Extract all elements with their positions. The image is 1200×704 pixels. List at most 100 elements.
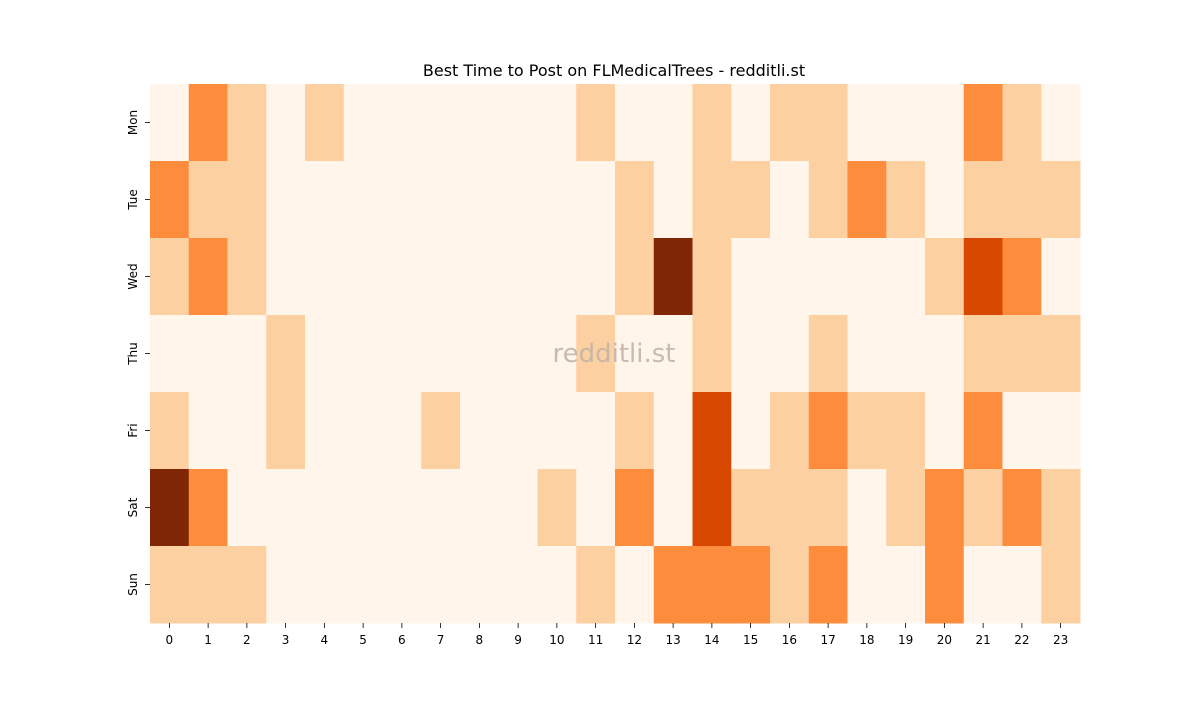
heatmap-cell-sat-12 — [615, 469, 655, 547]
heatmap-cell-fri-20 — [925, 392, 965, 470]
heatmap-cell-mon-3 — [266, 84, 306, 162]
heatmap-cell-thu-21 — [963, 315, 1003, 393]
heatmap-cell-fri-4 — [305, 392, 345, 470]
heatmap-cell-mon-23 — [1041, 84, 1081, 162]
heatmap-cell-sun-19 — [886, 546, 926, 624]
heatmap-cell-wed-17 — [808, 238, 848, 316]
heatmap-cell-wed-2 — [227, 238, 267, 316]
heatmap-cell-wed-6 — [382, 238, 422, 316]
heatmap-cell-tue-2 — [227, 161, 267, 239]
x-tick-label-21: 21 — [975, 633, 990, 647]
heatmap-cell-mon-5 — [343, 84, 383, 162]
heatmap-cell-tue-7 — [421, 161, 461, 239]
heatmap-cell-thu-7 — [421, 315, 461, 393]
heatmap-cell-sat-10 — [537, 469, 577, 547]
heatmap-cell-tue-8 — [460, 161, 500, 239]
heatmap-cell-mon-15 — [731, 84, 771, 162]
heatmap-cell-wed-16 — [770, 238, 810, 316]
heatmap-cell-thu-14 — [692, 315, 732, 393]
heatmap-cell-tue-1 — [188, 161, 228, 239]
heatmap-cell-tue-10 — [537, 161, 577, 239]
heatmap-cell-wed-1 — [188, 238, 228, 316]
x-tick-label-18: 18 — [859, 633, 874, 647]
heatmap-cell-sat-9 — [498, 469, 538, 547]
heatmap-cell-thu-13 — [653, 315, 693, 393]
heatmap-cell-thu-0 — [150, 315, 190, 393]
x-tick-label-3: 3 — [282, 633, 290, 647]
heatmap-cell-sat-20 — [925, 469, 965, 547]
heatmap-cell-wed-10 — [537, 238, 577, 316]
heatmap-cell-sun-15 — [731, 546, 771, 624]
heatmap-cell-wed-12 — [615, 238, 655, 316]
heatmap-cell-mon-8 — [460, 84, 500, 162]
y-tick-label-sun: Sun — [126, 573, 140, 596]
heatmap-cell-fri-14 — [692, 392, 732, 470]
heatmap-cell-mon-12 — [615, 84, 655, 162]
heatmap-cell-mon-19 — [886, 84, 926, 162]
heatmap-cell-sat-7 — [421, 469, 461, 547]
heatmap-cell-tue-6 — [382, 161, 422, 239]
heatmap-cell-mon-20 — [925, 84, 965, 162]
heatmap-cell-wed-11 — [576, 238, 616, 316]
heatmap-cell-fri-3 — [266, 392, 306, 470]
heatmap-cell-sat-15 — [731, 469, 771, 547]
heatmap-cell-wed-15 — [731, 238, 771, 316]
heatmap-cell-wed-7 — [421, 238, 461, 316]
heatmap-cell-sat-18 — [847, 469, 887, 547]
heatmap-cell-mon-4 — [305, 84, 345, 162]
heatmap-cell-sat-2 — [227, 469, 267, 547]
heatmap-cell-thu-10 — [537, 315, 577, 393]
heatmap-cell-wed-19 — [886, 238, 926, 316]
heatmap-cell-thu-23 — [1041, 315, 1081, 393]
x-tick-label-15: 15 — [743, 633, 758, 647]
heatmap-cell-wed-18 — [847, 238, 887, 316]
heatmap-cell-wed-4 — [305, 238, 345, 316]
heatmap-cell-tue-20 — [925, 161, 965, 239]
y-tick-label-mon: Mon — [126, 110, 140, 135]
heatmap-cell-thu-3 — [266, 315, 306, 393]
heatmap-cell-tue-12 — [615, 161, 655, 239]
heatmap-cell-sat-17 — [808, 469, 848, 547]
x-tick-label-5: 5 — [359, 633, 367, 647]
heatmap-cell-thu-8 — [460, 315, 500, 393]
heatmap-cell-sun-6 — [382, 546, 422, 624]
heatmap-cell-sun-12 — [615, 546, 655, 624]
x-tick-label-4: 4 — [321, 633, 329, 647]
heatmap-cell-mon-10 — [537, 84, 577, 162]
heatmap-cell-sun-20 — [925, 546, 965, 624]
heatmap-cell-tue-14 — [692, 161, 732, 239]
heatmap-cell-wed-13 — [653, 238, 693, 316]
heatmap-cell-fri-10 — [537, 392, 577, 470]
heatmap-cell-wed-0 — [150, 238, 190, 316]
heatmap-cell-tue-4 — [305, 161, 345, 239]
x-tick-label-14: 14 — [704, 633, 719, 647]
x-tick-label-13: 13 — [665, 633, 680, 647]
y-tick-label-wed: Wed — [126, 263, 140, 289]
y-tick-label-fri: Fri — [126, 423, 140, 437]
heatmap-cell-sun-10 — [537, 546, 577, 624]
heatmap-cell-mon-9 — [498, 84, 538, 162]
heatmap-cell-tue-9 — [498, 161, 538, 239]
x-tick-label-12: 12 — [627, 633, 642, 647]
heatmap-cell-wed-20 — [925, 238, 965, 316]
heatmap-cell-sat-21 — [963, 469, 1003, 547]
heatmap-cell-sun-23 — [1041, 546, 1081, 624]
heatmap-cell-tue-13 — [653, 161, 693, 239]
heatmap-cell-fri-23 — [1041, 392, 1081, 470]
heatmap-cell-wed-23 — [1041, 238, 1081, 316]
y-tick-label-thu: Thu — [126, 342, 140, 366]
heatmap-cell-sat-19 — [886, 469, 926, 547]
heatmap-cell-fri-22 — [1002, 392, 1042, 470]
heatmap-cell-fri-5 — [343, 392, 383, 470]
heatmap-cell-fri-2 — [227, 392, 267, 470]
heatmap-cell-thu-6 — [382, 315, 422, 393]
heatmap-cell-sun-18 — [847, 546, 887, 624]
heatmap-cell-sat-23 — [1041, 469, 1081, 547]
heatmap-cell-fri-7 — [421, 392, 461, 470]
heatmap-cell-sat-5 — [343, 469, 383, 547]
x-tick-label-6: 6 — [398, 633, 406, 647]
heatmap-cell-fri-1 — [188, 392, 228, 470]
heatmap-cell-mon-1 — [188, 84, 228, 162]
heatmap-cell-mon-2 — [227, 84, 267, 162]
